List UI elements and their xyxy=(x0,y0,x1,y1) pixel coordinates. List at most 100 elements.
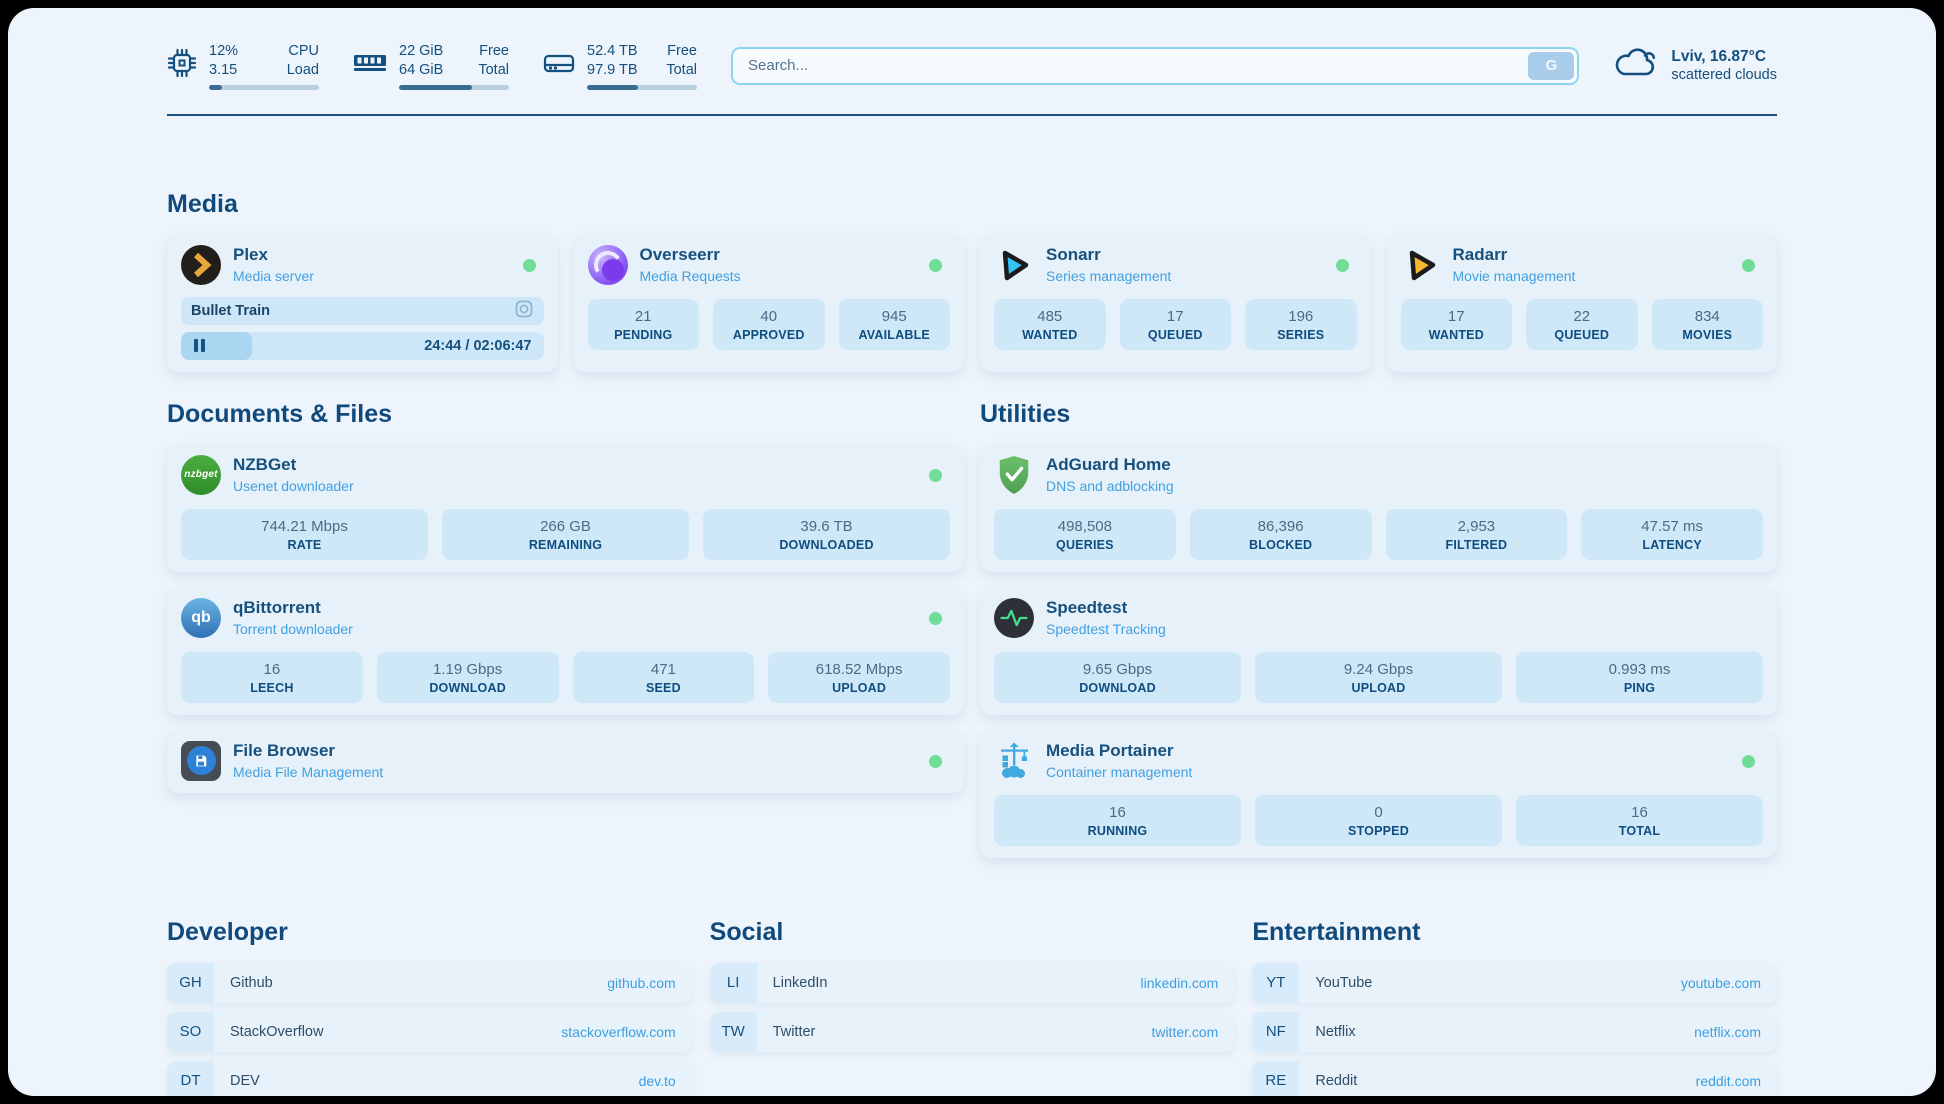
cpu-chip-icon xyxy=(167,48,197,83)
developer-bookmarks: Developer GH Github github.com SO StackO… xyxy=(167,918,692,1096)
memory-progress-bar xyxy=(399,84,509,90)
service-name: Radarr xyxy=(1452,245,1508,265)
sonarr-icon xyxy=(994,245,1034,285)
bookmark-netflix[interactable]: NF Netflix netflix.com xyxy=(1252,1011,1778,1052)
stat-running: 16 RUNNING xyxy=(994,794,1241,846)
playback-progress-bar: 24:44 / 02:06:47 xyxy=(181,331,544,360)
memory-total-label: Total xyxy=(478,61,509,78)
service-name: File Browser xyxy=(233,741,336,761)
stat-ping: 0.993 ms PING xyxy=(1516,651,1763,703)
media-cards-row: Plex Media server Bullet Train xyxy=(167,234,1777,372)
bookmark-stackoverflow[interactable]: SO StackOverflow stackoverflow.com xyxy=(167,1011,692,1052)
service-description: Media Requests xyxy=(639,267,741,284)
weather-widget: Lviv, 16.87°C scattered clouds xyxy=(1613,46,1777,85)
dashboard-page: 12% 3.15 CPU Load xyxy=(8,8,1936,1096)
bookmark-twitter[interactable]: TW Twitter twitter.com xyxy=(709,1011,1235,1052)
cpu-progress-bar xyxy=(209,84,319,90)
entertainment-heading: Entertainment xyxy=(1252,917,1421,946)
portainer-card[interactable]: Media Portainer Container management 16 … xyxy=(980,730,1777,858)
stat-series: 196 SERIES xyxy=(1245,298,1357,350)
adguard-shield-icon xyxy=(994,455,1034,495)
speedtest-pulse-icon xyxy=(994,597,1034,638)
stat-available: 945 AVAILABLE xyxy=(838,298,950,350)
stat-approved: 40 APPROVED xyxy=(713,298,825,350)
stat-leech: 16 LEECH xyxy=(181,651,363,703)
bookmark-reddit[interactable]: RE Reddit reddit.com xyxy=(1252,1060,1778,1096)
status-dot xyxy=(929,611,942,625)
storage-stat: 52.4 TB 97.9 TB Free Total xyxy=(543,42,697,90)
stat-pending: 21 PENDING xyxy=(587,298,699,350)
memory-stat: 22 GiB 64 GiB Free Total xyxy=(353,42,509,90)
service-name: AdGuard Home xyxy=(1046,455,1171,475)
stat-wanted: 485 WANTED xyxy=(994,298,1106,350)
stat-total: 16 TOTAL xyxy=(1516,794,1763,846)
qbittorrent-card[interactable]: qb qBittorrent Torrent downloader 16 LEE… xyxy=(167,587,964,715)
file-browser-icon xyxy=(181,740,221,781)
adguard-card[interactable]: AdGuard Home DNS and adblocking 498,508 … xyxy=(980,444,1777,572)
service-description: Series management xyxy=(1046,267,1172,284)
cpu-percent: 12% xyxy=(209,43,239,59)
stat-stopped: 0 STOPPED xyxy=(1255,794,1502,846)
stat-upload: 618.52 Mbps UPLOAD xyxy=(768,651,950,703)
service-description: Torrent downloader xyxy=(233,620,353,637)
storage-free-value: 52.4 TB xyxy=(587,43,638,59)
stat-rate: 744.21 Mbps RATE xyxy=(181,508,428,560)
status-dot xyxy=(1335,258,1349,272)
radarr-card[interactable]: Radarr Movie management 17 WANTED 22 QUE… xyxy=(1386,234,1777,372)
status-dot xyxy=(1742,754,1755,768)
cloud-icon xyxy=(1613,46,1659,85)
cpu-load-label: Load xyxy=(286,61,319,78)
storage-total-value: 97.9 TB xyxy=(587,61,638,78)
stat-wanted: 17 WANTED xyxy=(1400,298,1512,350)
service-description: Media File Management xyxy=(233,763,384,780)
plex-icon xyxy=(181,244,221,285)
portainer-crane-icon xyxy=(994,741,1034,781)
stat-queued: 22 QUEUED xyxy=(1526,298,1638,350)
stat-download: 1.19 Gbps DOWNLOAD xyxy=(376,651,559,703)
storage-free-label: Free xyxy=(667,43,697,59)
video-icon xyxy=(514,299,534,323)
pause-icon xyxy=(194,339,205,353)
radarr-icon xyxy=(1401,245,1441,285)
now-playing-title: Bullet Train xyxy=(191,302,270,319)
bookmark-youtube[interactable]: YT YouTube youtube.com xyxy=(1252,962,1778,1003)
speedtest-card[interactable]: Speedtest Speedtest Tracking 9.65 Gbps D… xyxy=(980,587,1777,715)
service-description: Container management xyxy=(1046,763,1193,780)
memory-free-label: Free xyxy=(479,43,509,59)
plex-card[interactable]: Plex Media server Bullet Train xyxy=(167,234,558,372)
overseerr-card[interactable]: Overseerr Media Requests 21 PENDING 40 A… xyxy=(573,234,964,372)
topbar-divider xyxy=(167,113,1777,116)
service-description: Movie management xyxy=(1452,267,1576,284)
file-browser-card[interactable]: File Browser Media File Management xyxy=(167,730,964,793)
nzbget-card[interactable]: nzbget NZBGet Usenet downloader 744.21 M… xyxy=(167,444,964,572)
search-box: G xyxy=(731,46,1580,85)
stat-download: 9.65 Gbps DOWNLOAD xyxy=(994,651,1241,703)
overseerr-icon xyxy=(587,244,628,285)
storage-progress-bar xyxy=(587,84,697,90)
sonarr-card[interactable]: Sonarr Series management 485 WANTED 17 Q… xyxy=(980,234,1371,372)
search-input[interactable] xyxy=(736,56,1529,76)
stat-filtered: 2,953 FILTERED xyxy=(1385,508,1568,560)
search-provider-button[interactable]: G xyxy=(1528,51,1575,80)
bookmark-linkedin[interactable]: LI LinkedIn linkedin.com xyxy=(709,962,1235,1003)
status-dot xyxy=(1742,258,1755,272)
bookmark-dev[interactable]: DT DEV dev.to xyxy=(167,1060,692,1096)
cpu-label: CPU xyxy=(288,43,319,59)
service-description: Usenet downloader xyxy=(233,477,354,494)
developer-heading: Developer xyxy=(167,917,288,946)
cpu-load-value: 3.15 xyxy=(209,61,238,78)
stat-queued: 17 QUEUED xyxy=(1119,298,1231,350)
documents-column: Documents & Files nzbget NZBGet Usenet d… xyxy=(167,400,964,809)
service-name: Speedtest xyxy=(1046,598,1128,618)
utilities-section-heading: Utilities xyxy=(980,399,1071,428)
status-dot xyxy=(929,258,942,272)
status-dot xyxy=(929,754,942,768)
cpu-stat: 12% 3.15 CPU Load xyxy=(167,42,319,90)
utilities-column: Utilities xyxy=(980,400,1777,874)
stat-remaining: 266 GB REMAINING xyxy=(442,508,689,560)
bookmark-github[interactable]: GH Github github.com xyxy=(167,962,692,1003)
service-name: Plex xyxy=(233,245,268,265)
ram-icon xyxy=(353,52,387,79)
hard-drive-icon xyxy=(543,51,575,80)
service-description: DNS and adblocking xyxy=(1046,477,1174,494)
